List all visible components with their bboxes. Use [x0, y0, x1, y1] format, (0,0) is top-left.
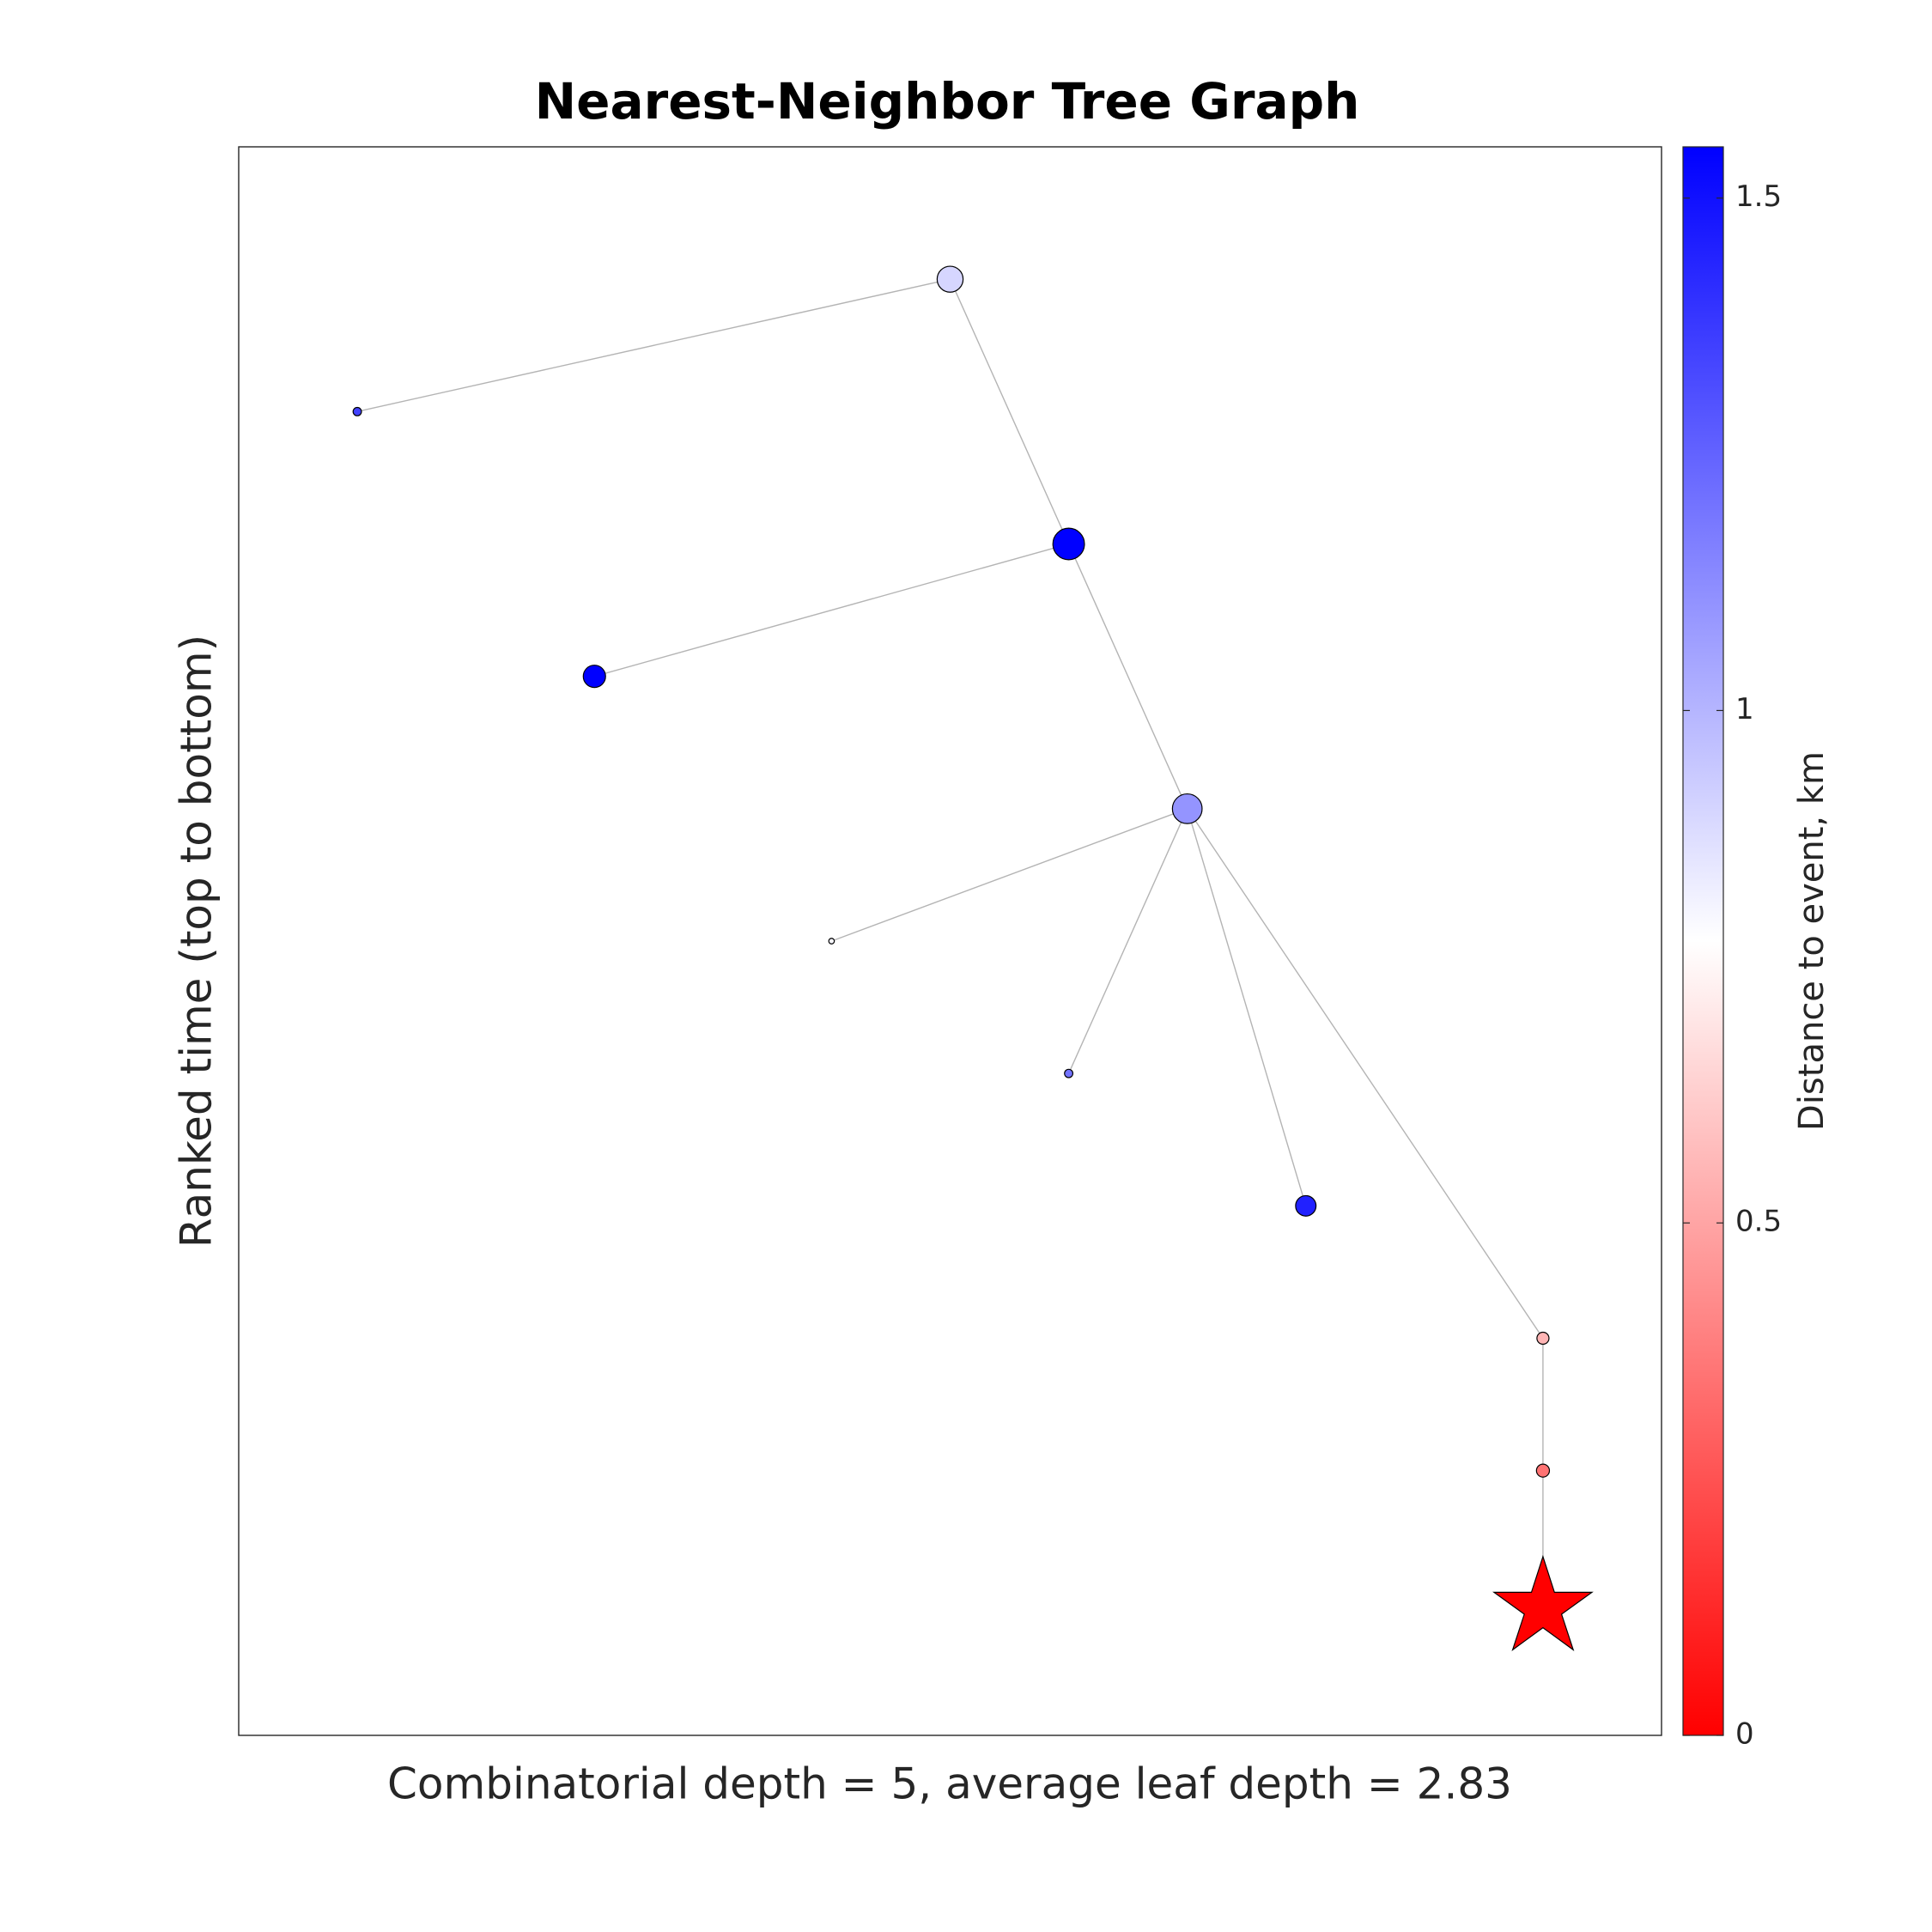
colorbar-label: Distance to event, km	[1792, 751, 1832, 1131]
tree-edge	[356, 278, 951, 413]
target-event-star-marker	[1492, 1554, 1594, 1651]
nodes-layer	[352, 265, 1594, 1651]
plot-area	[238, 146, 1662, 1736]
tree-edge	[1067, 544, 1188, 810]
y-axis-label: Ranked time (top to bottom)	[172, 635, 222, 1248]
tree-node-marker	[1535, 1463, 1551, 1478]
tree-edge	[949, 278, 1070, 544]
tree-node-marker	[1052, 527, 1085, 561]
colorbar-tick-label: 0.5	[1735, 1205, 1782, 1239]
x-axis-label: Combinatorial depth = 5, average leaf de…	[387, 1759, 1512, 1809]
colorbar-tick-label: 1.5	[1735, 179, 1782, 214]
tree-edge	[594, 543, 1069, 677]
tree-node-marker	[936, 265, 964, 293]
tree-node-marker	[352, 406, 362, 416]
tree-edge	[1186, 808, 1307, 1206]
tree-node-marker	[1295, 1194, 1317, 1217]
tree-edge	[1187, 808, 1544, 1339]
tree-edge	[1067, 808, 1188, 1074]
tree-node-marker	[1536, 1331, 1550, 1346]
tree-node-marker	[582, 665, 606, 689]
colorbar-ticks: 0 0.5 1 1.5	[1683, 179, 1782, 1752]
edges-layer	[356, 278, 1544, 1603]
tree-node-marker	[1064, 1068, 1074, 1078]
tree-node-marker	[1171, 793, 1203, 824]
colorbar-tick-label: 0	[1735, 1717, 1754, 1752]
tree-node-marker	[828, 938, 835, 945]
colorbar	[1682, 146, 1724, 1736]
tree-edge	[831, 808, 1188, 942]
chart-title: Nearest-Neighbor Tree Graph	[535, 72, 1360, 131]
colorbar-tick-label: 1	[1735, 692, 1754, 726]
